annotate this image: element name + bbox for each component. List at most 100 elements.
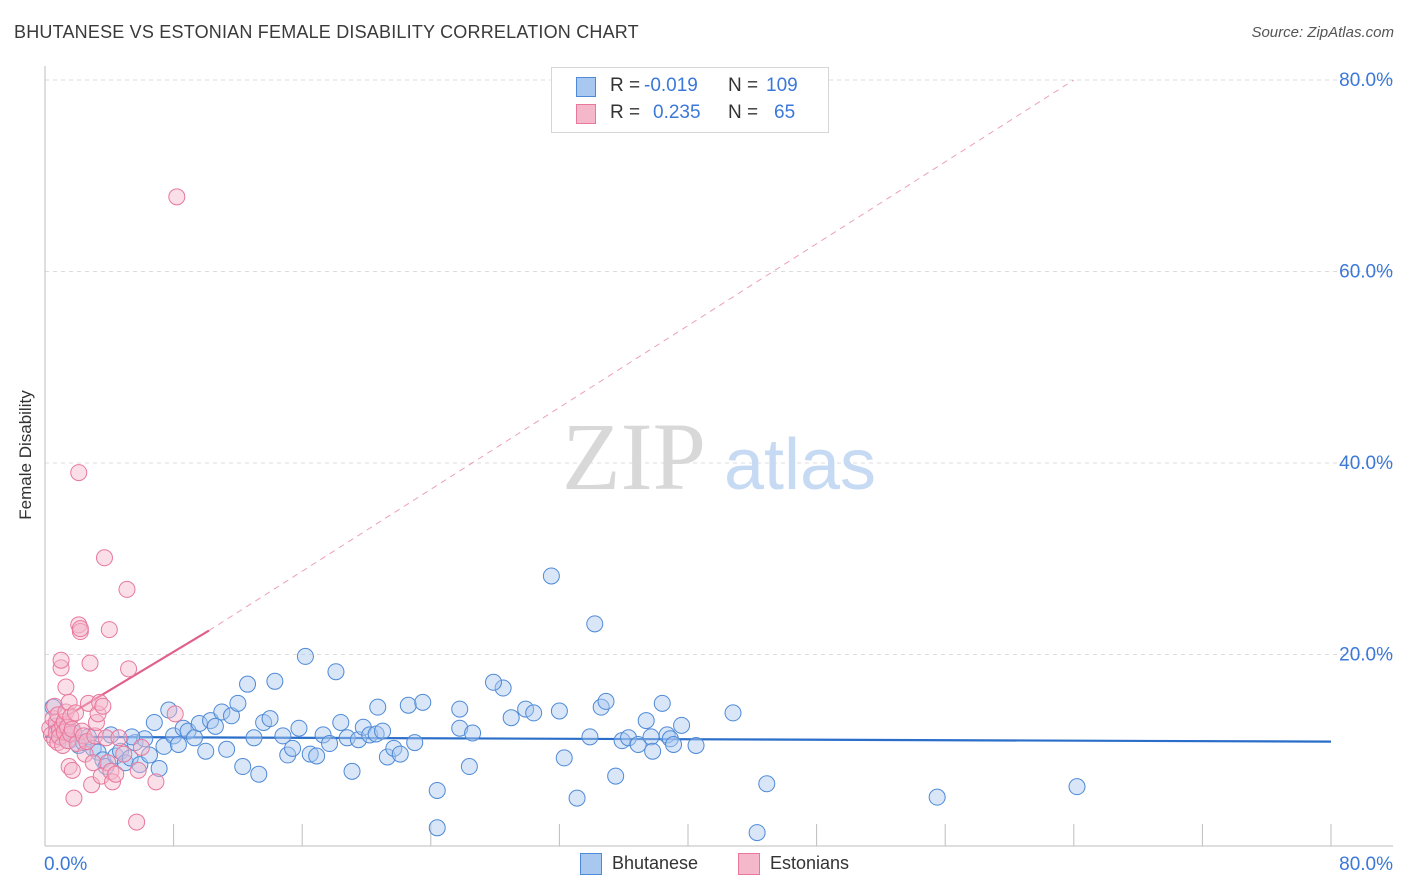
legend-item-bhutanese[interactable]: Bhutanese [580, 852, 720, 876]
r-label: R = [610, 102, 641, 123]
estonians-point [94, 697, 112, 715]
bhutanese-point [555, 749, 573, 767]
estonians-point [60, 693, 78, 711]
stats-row-estonians: R = 0.235 N = 65 [576, 101, 826, 127]
bhutanese-point [592, 698, 610, 716]
axes [44, 66, 1393, 847]
bhutanese-swatch-icon [576, 77, 596, 97]
tick-labels: 20.0% 40.0% 60.0% 80.0% 0.0% 80.0% [44, 70, 1393, 875]
bhutanese-point [451, 719, 469, 737]
x-tick-label: 0.0% [44, 854, 87, 875]
bhutanese-point [484, 673, 502, 691]
estonians-point [118, 580, 136, 598]
bhutanese-point [145, 713, 163, 731]
bhutanese-point [169, 736, 187, 754]
estonians-trend-extension [208, 79, 1075, 631]
bhutanese-point [687, 736, 705, 754]
bhutanese-point [284, 739, 302, 757]
bhutanese-point [229, 694, 247, 712]
bhutanese-point [586, 615, 604, 633]
bhutanese-point [301, 745, 319, 763]
bhutanese-point [296, 647, 314, 665]
estonians-point [54, 736, 72, 754]
bhutanese-legend-swatch-icon [580, 853, 602, 875]
estonians-point [67, 704, 85, 722]
bhutanese-point [250, 765, 268, 783]
bhutanese-point [290, 719, 308, 737]
bhutanese-point [428, 781, 446, 799]
bhutanese-point [185, 729, 203, 747]
estonians-point [132, 738, 150, 756]
bhutanese-point [150, 759, 168, 777]
r-value: 0.235 [653, 102, 701, 123]
bhutanese-point [308, 747, 326, 765]
bhutanese-trend-line [44, 735, 1332, 743]
estonians-point [129, 761, 147, 779]
estonians-point [102, 762, 120, 780]
bhutanese-point [525, 704, 543, 722]
legend-label-estonians: Estonians [770, 853, 850, 873]
bhutanese-point [1068, 778, 1086, 796]
bhutanese-point [460, 758, 478, 776]
bhutanese-point [197, 742, 215, 760]
estonians-point [84, 754, 102, 772]
bhutanese-point [213, 703, 231, 721]
bhutanese-point [206, 717, 224, 735]
bhutanese-point [190, 714, 208, 732]
bhutanese-point [550, 702, 568, 720]
bhutanese-point [517, 700, 535, 718]
estonians-point [128, 813, 146, 831]
estonians-point [107, 765, 125, 783]
bhutanese-point [374, 722, 392, 740]
estonians-point [166, 705, 184, 723]
bhutanese-point [202, 712, 220, 730]
bhutanese-point [321, 735, 339, 753]
estonians-point [97, 729, 115, 747]
y-tick-label: 80.0% [1339, 70, 1393, 91]
estonians-trendline [49, 79, 1075, 728]
bhutanese-point [369, 698, 387, 716]
bhutanese-point [661, 730, 679, 748]
bhutanese-point [343, 762, 361, 780]
n-label: N = [728, 75, 759, 96]
bhutanese-point [428, 819, 446, 837]
estonians-legend-swatch-icon [738, 853, 760, 875]
bhutanese-point [464, 724, 482, 742]
data-points [41, 188, 1086, 842]
chart-title: BHUTANESE VS ESTONIAN FEMALE DISABILITY … [14, 22, 639, 42]
bhutanese-point [123, 728, 141, 746]
watermark-atlas: atlas [724, 425, 876, 505]
bhutanese-point [266, 672, 284, 690]
estonians-point [57, 678, 75, 696]
legend-label-bhutanese: Bhutanese [612, 853, 699, 873]
n-value: 65 [774, 102, 796, 123]
estonians-point [65, 789, 83, 807]
estonians-point [95, 549, 113, 567]
bhutanese-point [629, 736, 647, 754]
bhutanese-point [332, 713, 350, 731]
bhutanese-point [642, 728, 660, 746]
bhutanese-point [644, 742, 662, 760]
bhutanese-point [748, 824, 766, 842]
estonians-point [147, 773, 165, 791]
bhutanese-point [597, 692, 615, 710]
bhutanese-trendline [44, 735, 1332, 743]
bhutanese-point [673, 716, 691, 734]
bhutanese-point [361, 726, 379, 744]
estonians-point [63, 761, 81, 779]
bhutanese-point [327, 663, 345, 681]
bhutanese-point [451, 700, 469, 718]
bhutanese-point [620, 729, 638, 747]
estonians-trend-line [49, 629, 210, 728]
y-tick-label: 20.0% [1339, 645, 1393, 666]
legend-item-estonians[interactable]: Estonians [738, 852, 868, 876]
bhutanese-point [116, 754, 134, 772]
bhutanese-point [261, 710, 279, 728]
bhutanese-point [174, 719, 192, 737]
r-label: R = [610, 75, 641, 96]
bhutanese-point [136, 730, 154, 748]
estonians-point [100, 621, 118, 639]
bhutanese-point [378, 748, 396, 766]
bhutanese-point [234, 758, 252, 776]
